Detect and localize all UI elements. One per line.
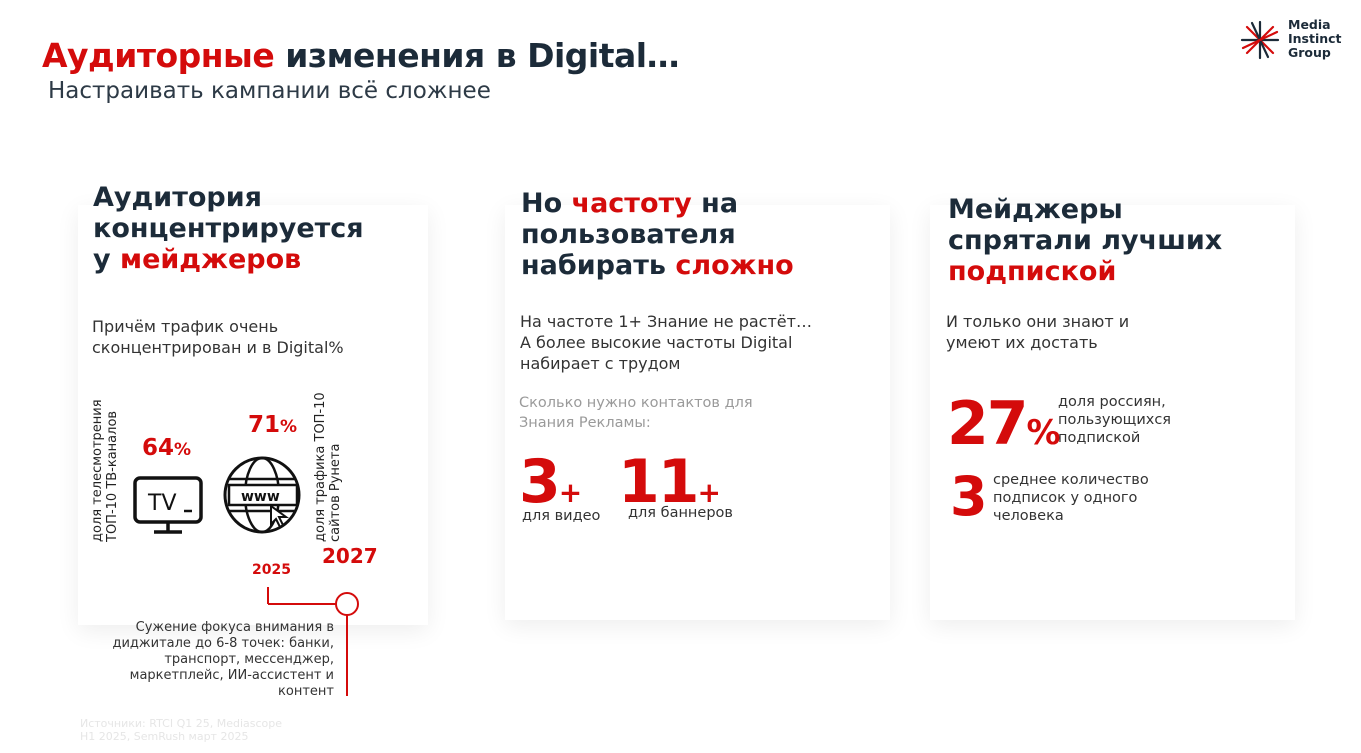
card2-text: На частоте 1+ Знание не растёт… А более …	[520, 311, 812, 374]
page-title: Аудиторные изменения в Digital…	[42, 36, 680, 75]
card2-heading-line: Но	[521, 188, 572, 219]
card3-text-line: И только они знают и	[946, 312, 1130, 331]
card1-text: Причём трафик очень сконцентрирован и в …	[92, 316, 344, 358]
card3-heading: Мейджеры спрятали лучших подпиской	[948, 194, 1222, 287]
card3-text-line: умеют их достать	[946, 333, 1098, 352]
card1-heading-line: у	[93, 244, 120, 275]
card2-heading-line: набирать	[521, 250, 676, 281]
banner-contacts-caption: для баннеров	[628, 505, 733, 521]
web-share-value: 71%	[248, 412, 297, 438]
tv-share-label-line: ТОП-10 ТВ-каналов	[105, 410, 120, 542]
timeline-connector	[267, 587, 359, 696]
subscribers-share-unit: %	[1026, 413, 1061, 453]
desc-line: среднее количество	[993, 472, 1149, 488]
card2-heading: Но частоту на пользователя набирать слож…	[521, 188, 794, 281]
card2-heading-line: на	[691, 188, 739, 219]
desc-line: подписок у одного	[993, 490, 1138, 506]
web-share-label: доля трафика ТОП-10 сайтов Рунета	[313, 392, 343, 542]
subscribers-share-desc: доля россиян, пользующихся подпиской	[1058, 393, 1171, 447]
banner-contacts-number: 11	[618, 447, 699, 517]
logo-text: Media Instinct Group	[1288, 18, 1342, 60]
tv-share-label-line: доля телесмотрения	[90, 399, 105, 542]
web-share-label-line: доля трафика ТОП-10	[313, 392, 328, 542]
note-line: Сужение фокуса внимания в	[135, 620, 334, 635]
logo: Media Instinct Group	[1240, 18, 1350, 68]
card2-text-line: набирает с трудом	[520, 354, 681, 373]
year-2027: 2027	[322, 544, 378, 568]
desc-line: человека	[993, 508, 1064, 524]
subscribers-share-value: 27%	[947, 394, 1061, 463]
desc-line: пользующихся	[1058, 412, 1172, 428]
globe-www-icon: www	[223, 456, 301, 534]
logo-line: Instinct	[1288, 31, 1342, 46]
card1-text-line: Причём трафик очень	[92, 317, 279, 336]
tv-share-label: доля телесмотрения ТОП-10 ТВ-каналов	[90, 399, 120, 542]
card1-text-line: сконцентрирован и в Digital%	[92, 338, 344, 357]
subscribers-share-number: 27	[947, 389, 1028, 459]
card-audience-concentration	[78, 205, 428, 625]
card2-text-line: А более высокие частоты Digital	[520, 333, 793, 352]
logo-line: Group	[1288, 45, 1331, 60]
card1-heading-line: концентрируется	[93, 213, 364, 244]
card1-heading-accent: мейджеров	[120, 244, 302, 275]
tv-share-number: 64	[142, 435, 175, 461]
attention-focus-note: Сужение фокуса внимания в диджитале до 6…	[113, 620, 335, 700]
card2-heading-line: пользователя	[521, 219, 736, 250]
card2-question-line: Знания Рекламы:	[519, 415, 651, 431]
card3-heading-line: Мейджеры	[948, 194, 1123, 225]
globe-icon-text: www	[241, 489, 280, 505]
sources-footnote: Источники: RTCI Q1 25, Mediascope H1 202…	[80, 717, 282, 743]
page-title-accent: Аудиторные	[42, 36, 275, 75]
card3-heading-line: спрятали лучших	[948, 225, 1223, 256]
tv-icon: TV	[133, 476, 203, 534]
video-contacts-value: 3+	[519, 452, 582, 523]
tv-icon-text: TV	[147, 491, 177, 516]
banner-contacts-suffix: +	[697, 476, 721, 509]
note-line: диджитале до 6-8 точек: банки,	[112, 636, 335, 651]
page-subtitle: Настраивать кампании всё сложнее	[48, 78, 491, 104]
card2-text-line: На частоте 1+ Знание не растёт…	[520, 312, 812, 331]
tv-share-value: 64%	[142, 435, 191, 461]
card2-question-line: Сколько нужно контактов для	[519, 395, 753, 411]
note-line: маркетплейс, ИИ-ассистент и	[129, 668, 334, 683]
web-share-number: 71	[248, 412, 281, 438]
desc-line: подпиской	[1058, 430, 1141, 446]
video-contacts-suffix: +	[558, 476, 583, 509]
note-line: транспорт, мессенджер,	[164, 652, 334, 667]
note-line: контент	[278, 684, 334, 699]
card-frequency	[505, 205, 890, 620]
page-title-rest: изменения в Digital…	[274, 36, 680, 75]
desc-line: доля россиян,	[1058, 394, 1166, 410]
card2-heading-accent: сложно	[675, 250, 794, 281]
card3-heading-accent: подпиской	[948, 256, 1117, 287]
video-contacts-number: 3	[519, 447, 561, 517]
asterisk-star-icon	[1240, 20, 1280, 60]
web-share-unit: %	[280, 417, 298, 437]
subscriptions-count-value: 3	[950, 465, 988, 528]
sources-line: Источники: RTCI Q1 25, Mediascope	[80, 717, 283, 730]
logo-line: Media	[1288, 17, 1331, 32]
web-share-label-line: сайтов Рунета	[328, 443, 343, 542]
card3-text: И только они знают и умеют их достать	[946, 311, 1129, 353]
card-subscriptions	[930, 205, 1295, 620]
video-contacts-caption: для видео	[522, 508, 601, 524]
card2-heading-accent: частоту	[571, 188, 692, 219]
card2-question: Сколько нужно контактов для Знания Рекла…	[519, 393, 753, 433]
subscriptions-count-desc: среднее количество подписок у одного чел…	[993, 471, 1149, 525]
banner-contacts-value: 11+	[618, 452, 721, 523]
card1-heading-line: Аудитория	[93, 182, 263, 213]
year-2025: 2025	[252, 562, 291, 578]
card1-heading: Аудитория концентрируется у мейджеров	[93, 182, 364, 275]
sources-line: H1 2025, SemRush март 2025	[80, 730, 249, 743]
tv-share-unit: %	[174, 440, 192, 460]
